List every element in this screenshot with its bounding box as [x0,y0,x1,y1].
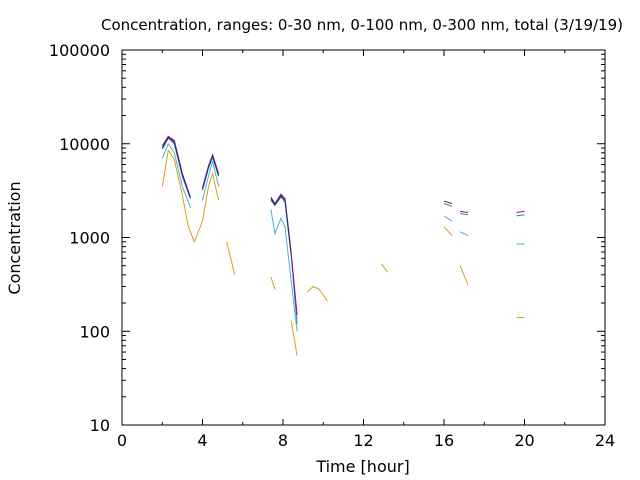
axis-ticks: 0 4 8 12 16 20 24 10 100 1000 10000 100000 [49,41,615,450]
series-line-3 [270,196,298,324]
x-tick-label: 20 [514,431,534,450]
x-tick-label: 12 [353,431,373,450]
y-tick-label: 1000 [69,229,110,248]
y-tick-label: 100 [79,322,110,341]
x-tick-label: 24 [595,431,615,450]
x-tick-label: 0 [117,431,127,450]
series-line-1 [270,276,276,290]
series-line-5 [270,194,292,254]
x-tick-label: 4 [197,431,207,450]
series-line-4 [516,210,525,213]
series-line-4 [443,200,453,205]
x-tick-label: 16 [434,431,454,450]
series-line-1 [226,241,236,275]
series-line-3 [460,213,469,216]
series-line-1 [161,149,220,244]
chart-title: Concentration, ranges: 0-30 nm, 0-100 nm… [101,16,623,34]
series-line-1 [290,320,298,356]
series-line-3 [516,214,525,217]
series-line-1 [306,285,328,302]
series-line-1 [459,265,469,286]
y-tick-label: 10000 [59,135,110,154]
series-line-2 [161,142,191,208]
series-line-2 [459,231,469,236]
plot-frame [121,49,606,426]
x-tick-label: 8 [278,431,288,450]
series-line-5 [161,136,191,198]
series-line-1 [443,226,453,236]
series-line-2 [202,161,220,201]
plot-area [121,49,606,426]
series-line-4 [270,193,298,315]
series-line-4 [460,210,469,213]
series-line-5 [202,154,220,190]
series-line-3 [443,203,453,207]
series-group [161,135,525,356]
series-line-2 [443,215,453,222]
y-axis-label: Concentration [5,181,24,294]
series-line-1 [381,263,388,273]
series-line-2 [270,209,298,332]
x-axis-label: Time [hour] [315,457,409,476]
y-tick-label: 10 [90,416,110,435]
y-tick-label: 100000 [49,41,110,60]
